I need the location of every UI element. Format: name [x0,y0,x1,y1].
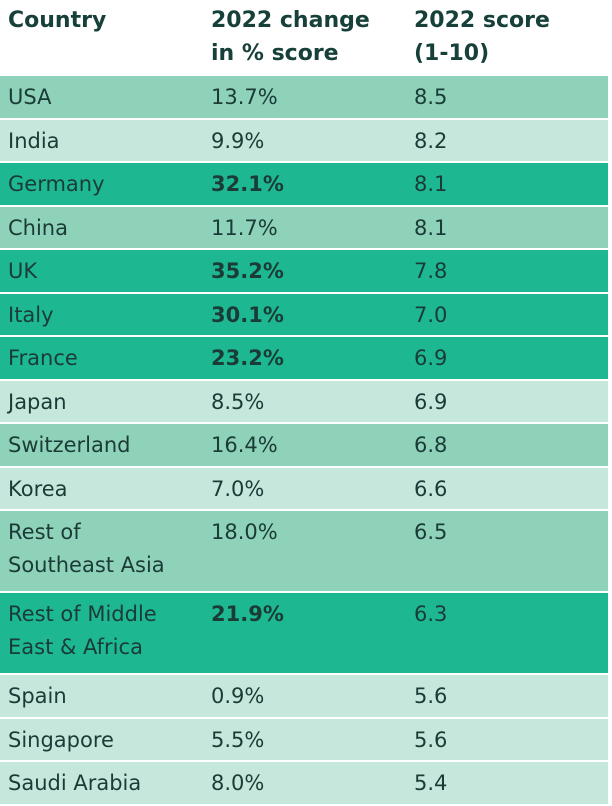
country-cell: Switzerland [0,424,203,466]
score-cell: 8.1 [414,172,448,196]
score-cell: 6.3 [414,602,448,626]
score-cell: 5.6 [414,684,448,708]
table-row: Rest of Middle East & Africa 21.9% 6.3 [0,593,608,675]
header-score-line2: (1-10) [414,41,490,66]
change-cell: 13.7% [211,85,278,109]
country-name: Rest of Middle [8,602,157,626]
change-cell: 32.1% [211,172,284,196]
score-cell: 6.6 [414,476,448,501]
country-name-line2: Southeast Asia [8,553,165,577]
table-row: China 11.7% 8.1 [0,206,608,250]
table-row: USA 13.7% 8.5 [0,76,608,120]
table-header: Country 2022 change in % score 2022 scor… [0,0,608,76]
table-row: Italy 30.1% 7.0 [0,293,608,337]
table-row: Germany 32.1% 8.1 [0,163,608,207]
header-change: 2022 change in % score [203,0,406,76]
score-cell: 6.8 [414,433,448,457]
country-name-line2: East & Africa [8,635,143,659]
table-row: Switzerland 16.4% 6.8 [0,424,608,468]
table-row: India 9.9% 8.2 [0,119,608,163]
score-cell: 6.9 [414,389,448,414]
score-cell: 6.9 [414,346,448,370]
country-cell: Italy [0,294,203,336]
score-cell: 5.6 [414,727,448,752]
country-cell: Spain [0,675,203,717]
score-cell: 8.5 [414,85,448,109]
header-country: Country [0,0,203,76]
table-row: UK 35.2% 7.8 [0,250,608,294]
change-cell: 11.7% [211,215,278,240]
table-row: Saudi Arabia 8.0% 5.4 [0,762,608,806]
table-row: France 23.2% 6.9 [0,337,608,381]
country-cell: UK [0,250,203,292]
score-cell: 8.1 [414,215,448,240]
country-cell: Japan [0,381,203,423]
table-row: Spain 0.9% 5.6 [0,675,608,719]
header-change-line2: in % score [211,41,339,66]
header-change-line1: 2022 change [211,8,370,33]
country-name: Switzerland [8,433,131,457]
country-name: China [8,215,68,240]
change-cell: 8.5% [211,389,265,414]
change-cell: 9.9% [211,128,265,153]
country-name: Rest of [8,520,81,544]
score-cell: 5.4 [414,771,448,795]
change-cell: 8.0% [211,771,265,795]
country-name: Germany [8,172,105,196]
change-cell: 30.1% [211,302,284,327]
country-name: USA [8,85,52,109]
table-row: Korea 7.0% 6.6 [0,467,608,511]
change-cell: 0.9% [211,684,265,708]
score-cell: 7.0 [414,302,448,327]
country-name: France [8,346,78,370]
table-row: Singapore 5.5% 5.6 [0,718,608,762]
header-score: 2022 score (1-10) [406,0,608,76]
country-cell: Germany [0,163,203,205]
country-cell: Saudi Arabia [0,762,203,804]
header-score-line1: 2022 score [414,8,550,33]
country-cell: India [0,120,203,162]
country-cell: USA [0,76,203,118]
country-name: Italy [8,302,54,327]
score-cell: 8.2 [414,128,448,153]
change-cell: 23.2% [211,346,284,370]
table-row: Japan 8.5% 6.9 [0,380,608,424]
country-name: UK [8,259,38,283]
country-cell: China [0,207,203,249]
table-row: Rest of Southeast Asia 18.0% 6.5 [0,511,608,593]
change-cell: 35.2% [211,259,284,283]
country-name: Korea [8,476,68,501]
change-cell: 7.0% [211,476,265,501]
country-cell: Korea [0,468,203,510]
country-name: Singapore [8,727,114,752]
country-name: Saudi Arabia [8,771,142,795]
score-cell: 7.8 [414,259,448,283]
table-body: USA 13.7% 8.5 India 9.9% 8.2 Germany 32.1% 8.1 Ch… [0,76,608,806]
change-cell: 18.0% [211,520,278,544]
score-cell: 6.5 [414,520,448,544]
country-cell: Rest of Middle East & Africa [0,593,203,673]
country-name: Spain [8,684,67,708]
header-country-label: Country [8,8,107,33]
change-cell: 5.5% [211,727,265,752]
country-cell: Rest of Southeast Asia [0,511,203,591]
country-name: India [8,128,60,153]
change-cell: 16.4% [211,433,278,457]
country-cell: Singapore [0,719,203,761]
change-cell: 21.9% [211,602,284,626]
country-name: Japan [8,389,67,414]
country-cell: France [0,337,203,379]
